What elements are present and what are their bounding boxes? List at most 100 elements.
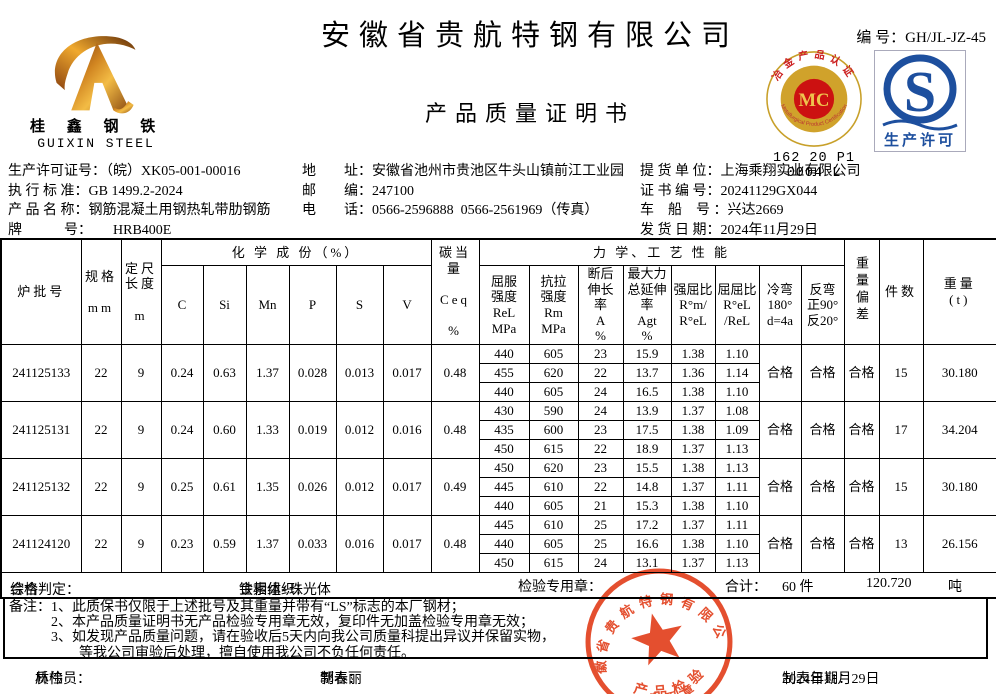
mech-cell: 25 [577,534,624,554]
vehicle-value: 兴达2669 [727,203,784,218]
chem-cell: 0.59 [202,515,247,573]
chem-cell: 1.35 [245,458,290,516]
cert-no-line: 证 书 编 号：20241129GX044 [640,182,992,202]
tabulation-date-value: 2024年11月29日 [782,672,880,687]
mech-cell: 1.37 [670,401,716,421]
mech-cell: 605 [528,496,579,516]
mc-license-number: 162 20 P1 0004 L [773,151,855,181]
qs-badge-icon: S 生产许可 [882,54,958,149]
mech-cell: 17.5 [622,420,672,440]
remarks-lines: 1、此质保书仅限于上述批号及其重量并带有“LS”标志的本厂钢材； 2、本产品质量… [51,600,555,661]
license-no-label: 生产许可证号： [8,164,106,179]
col-group-mechanical: 力 学、工 艺 性 能 [478,238,845,266]
phone-value: 0566-2596888 0566-2561969（传真） [372,203,599,218]
standard-label: 执 行 标 准： [8,183,89,199]
phone-line: 电 话：0566-2596888 0566-2561969（传真） [302,201,642,221]
info-column-middle: 地 址：安徽省池州市贵池区牛头山镇前江工业园 邮 编：247100 电 话：05… [302,162,642,221]
mech-cell: 1.09 [714,420,760,440]
col-si: Si [202,265,247,345]
mech-cell: 615 [528,553,579,573]
header-sub-row: C Si Mn P S V 屈服 强度 ReL MPa 抗拉 强度 Rm MPa… [1,265,996,345]
mech-cell: 1.10 [714,496,760,516]
mech-cell: 1.10 [714,344,760,364]
product-name-value: 钢筋混凝土用钢热轧带肋钢筋 [88,203,271,218]
total-weight: 120.720 [866,576,912,591]
col-elongation: 断后 伸长 率 A % [577,265,624,345]
mech-cell: 16.5 [622,382,672,402]
mech-cell: 23 [577,344,624,364]
col-v: V [382,265,432,345]
standard-value: GB 1499.2-2024 [88,183,183,199]
remarks-box: 备注： 1、此质保书仅限于上述批号及其重量并带有“LS”标志的本厂钢材； 2、本… [3,597,988,661]
mech-cell: 1.13 [714,553,760,573]
chem-cell: 0.013 [335,344,384,402]
mech-cell: 600 [528,420,579,440]
mech-cell: 14.8 [622,477,672,497]
mech-cell: 22 [577,363,624,383]
mech-cell: 590 [528,401,579,421]
length-cell: 9 [120,401,162,459]
mech-cell: 13.7 [622,363,672,383]
ceq-cell: 0.48 [430,401,480,459]
chem-cell: 0.25 [160,458,204,516]
col-cold-bend: 冷弯 180° d=4a [758,265,802,345]
weight-cell: 30.180 [922,458,996,516]
spec-cell: 22 [80,401,122,459]
cold-bend-cell: 合格 [758,458,802,516]
remarks-label: 备注： [9,600,51,615]
stamp-line1-text: 产 品 检 验 [629,663,711,694]
mech-cell: 440 [478,496,530,516]
mech-cell: 445 [478,477,530,497]
mech-cell: 22 [577,439,624,459]
mech-cell: 1.10 [714,534,760,554]
vehicle-line: 车 船 号 ：兴达2669 [640,201,992,221]
mech-cell: 435 [478,420,530,440]
mech-cell: 450 [478,439,530,459]
length-cell: 9 [120,344,162,402]
col-rm-rel-ratio: 强屈比 R°m/ R°eL [670,265,716,345]
reverse-bend-cell: 合格 [800,401,845,459]
flame-logo-icon [54,36,136,114]
weight-cell: 34.204 [922,401,996,459]
weight-deviation-label: 重量偏差 [854,256,870,325]
mech-cell: 1.37 [670,553,716,573]
standard-line: 执 行 标 准：GB 1499.2-2024 [8,182,308,202]
mech-cell: 1.14 [714,363,760,383]
mech-cell: 450 [478,553,530,573]
mech-cell: 445 [478,515,530,535]
batch-subrow: 450 615 22 18.9 1.37 1.13 [1,439,996,459]
mech-cell: 450 [478,458,530,478]
remark-line-1: 1、此质保书仅限于上述批号及其重量并带有“LS”标志的本厂钢材； [51,600,465,615]
guixin-logo: 桂 鑫 钢 铁 GUIXIN STEEL [30,26,162,151]
col-agt: 最大力 总延伸 率 Agt % [622,265,672,345]
mech-cell: 610 [528,515,579,535]
inspector-label: 质检员： [35,672,91,687]
col-c: C [160,265,204,345]
spec-cell: 22 [80,344,122,402]
mech-cell: 605 [528,534,579,554]
mech-cell: 455 [478,363,530,383]
chem-cell: 0.012 [335,401,384,459]
col-group-chemistry: 化 学 成 份（%） [160,238,432,266]
mech-cell: 24 [577,382,624,402]
mech-cell: 18.9 [622,439,672,459]
col-weight-deviation: 重量偏差 [843,238,880,345]
mech-cell: 430 [478,401,530,421]
ceq-cell: 0.48 [430,344,480,402]
address-value: 安徽省池州市贵池区牛头山镇前江工业园 [372,164,624,179]
mech-cell: 1.38 [670,344,716,364]
spec-cell: 22 [80,458,122,516]
pieces-cell: 15 [878,458,924,516]
weight-cell: 30.180 [922,344,996,402]
col-rel-ratio: 屈屈比 R°eL /ReL [714,265,760,345]
length-cell: 9 [120,458,162,516]
mech-cell: 1.37 [670,515,716,535]
chem-cell: 0.017 [382,458,432,516]
cert-no-value: 20241129GX044 [720,183,818,199]
col-tensile-strength: 抗拉 强度 Rm MPa [528,265,579,345]
ship-date-value: 2024年11月29日 [720,222,818,238]
mech-cell: 615 [528,439,579,459]
mech-cell: 24 [577,401,624,421]
chem-cell: 1.37 [245,515,290,573]
grade-line: 牌 号： HRB400E [8,221,308,241]
